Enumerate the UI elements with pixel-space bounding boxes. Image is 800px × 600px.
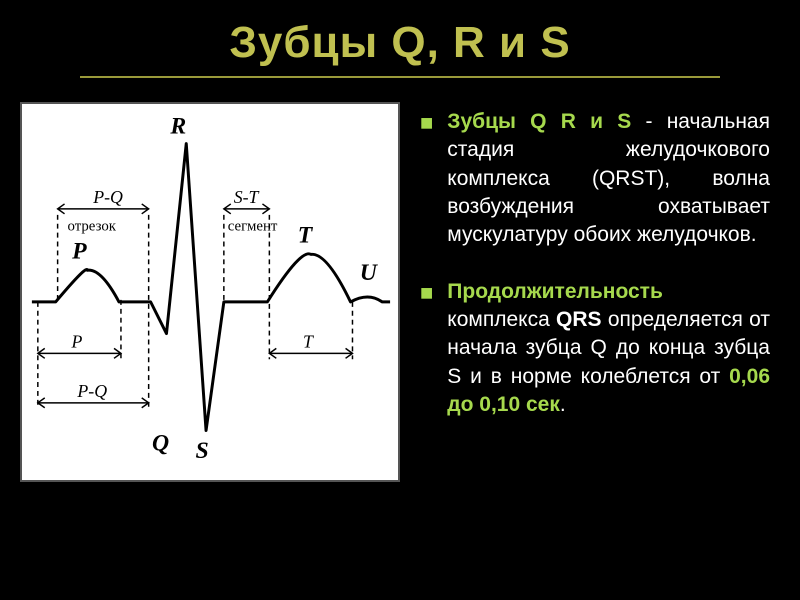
svg-text:сегмент: сегмент xyxy=(228,219,278,235)
content-row: P R T U QS P-Q отрезок S-T сегмент P T P-Q ■ Зубцы Q… xyxy=(0,78,800,482)
svg-text:P-Q: P-Q xyxy=(92,187,123,207)
bullet-text: Зубцы Q R и S - начальная стадия желудоч… xyxy=(447,108,770,250)
bullet-item: ■ Зубцы Q R и S - начальная стадия желудо… xyxy=(420,108,770,250)
slide-title: Зубцы Q, R и S xyxy=(0,0,800,68)
svg-text:T: T xyxy=(303,331,314,351)
svg-text:P: P xyxy=(71,238,87,264)
svg-text:P: P xyxy=(70,331,82,351)
ecg-diagram: P R T U QS P-Q отрезок S-T сегмент P T P-Q xyxy=(22,104,398,480)
svg-text:Q: Q xyxy=(152,430,169,456)
ecg-diagram-panel: P R T U QS P-Q отрезок S-T сегмент P T P-Q xyxy=(20,102,400,482)
slide: Зубцы Q, R и S P R T U QS P-Q отрезок S-T сегмен… xyxy=(0,0,800,600)
svg-text:S-T: S-T xyxy=(234,187,260,207)
bullet-item: ■ Продолжительность комплекса QRS определ… xyxy=(420,278,770,420)
svg-text:отрезок: отрезок xyxy=(68,219,117,235)
svg-text:U: U xyxy=(360,260,379,286)
svg-text:S: S xyxy=(195,438,208,464)
bullet-marker: ■ xyxy=(420,112,433,134)
bullet-text: Продолжительность комплекса QRS определя… xyxy=(447,278,770,420)
bullet-marker: ■ xyxy=(420,282,433,304)
svg-text:R: R xyxy=(169,114,186,140)
svg-text:T: T xyxy=(298,223,314,249)
text-panel: ■ Зубцы Q R и S - начальная стадия желудо… xyxy=(420,102,770,482)
svg-text:P-Q: P-Q xyxy=(76,381,107,401)
